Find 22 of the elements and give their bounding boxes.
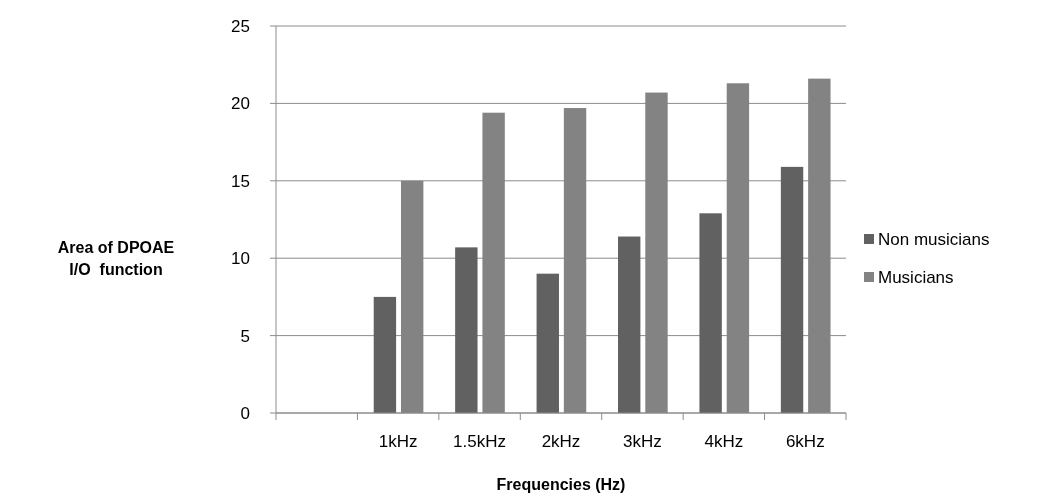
y-axis-title: Area of DPOAE I/O function: [57, 238, 175, 278]
bar: [373, 296, 397, 413]
bar: [618, 236, 641, 413]
y-tick-label: 20: [231, 94, 250, 114]
y-tick-label: 0: [240, 403, 250, 423]
bar: [780, 166, 804, 413]
bar: [455, 247, 478, 413]
x-tick-label: 4kHz: [704, 432, 744, 451]
x-tick-label: 2kHz: [541, 432, 581, 451]
x-tick-label: 3kHz: [623, 432, 662, 451]
legend-label: Musicians: [878, 267, 954, 287]
x-axis-title: Frequencies (Hz): [496, 476, 626, 493]
x-tick-label: 6kHz: [785, 432, 825, 451]
y-tick-label: 5: [240, 326, 250, 346]
bar: [536, 273, 559, 413]
y-tick-label: 25: [231, 16, 250, 36]
x-tick-label: 1.5kHz: [453, 432, 507, 451]
legend-label: Non musicians: [878, 229, 990, 249]
x-tick-label: 1kHz: [378, 432, 418, 451]
y-tick-label: 10: [231, 249, 250, 269]
bar: [699, 213, 722, 413]
y-tick-label: 15: [231, 171, 250, 191]
